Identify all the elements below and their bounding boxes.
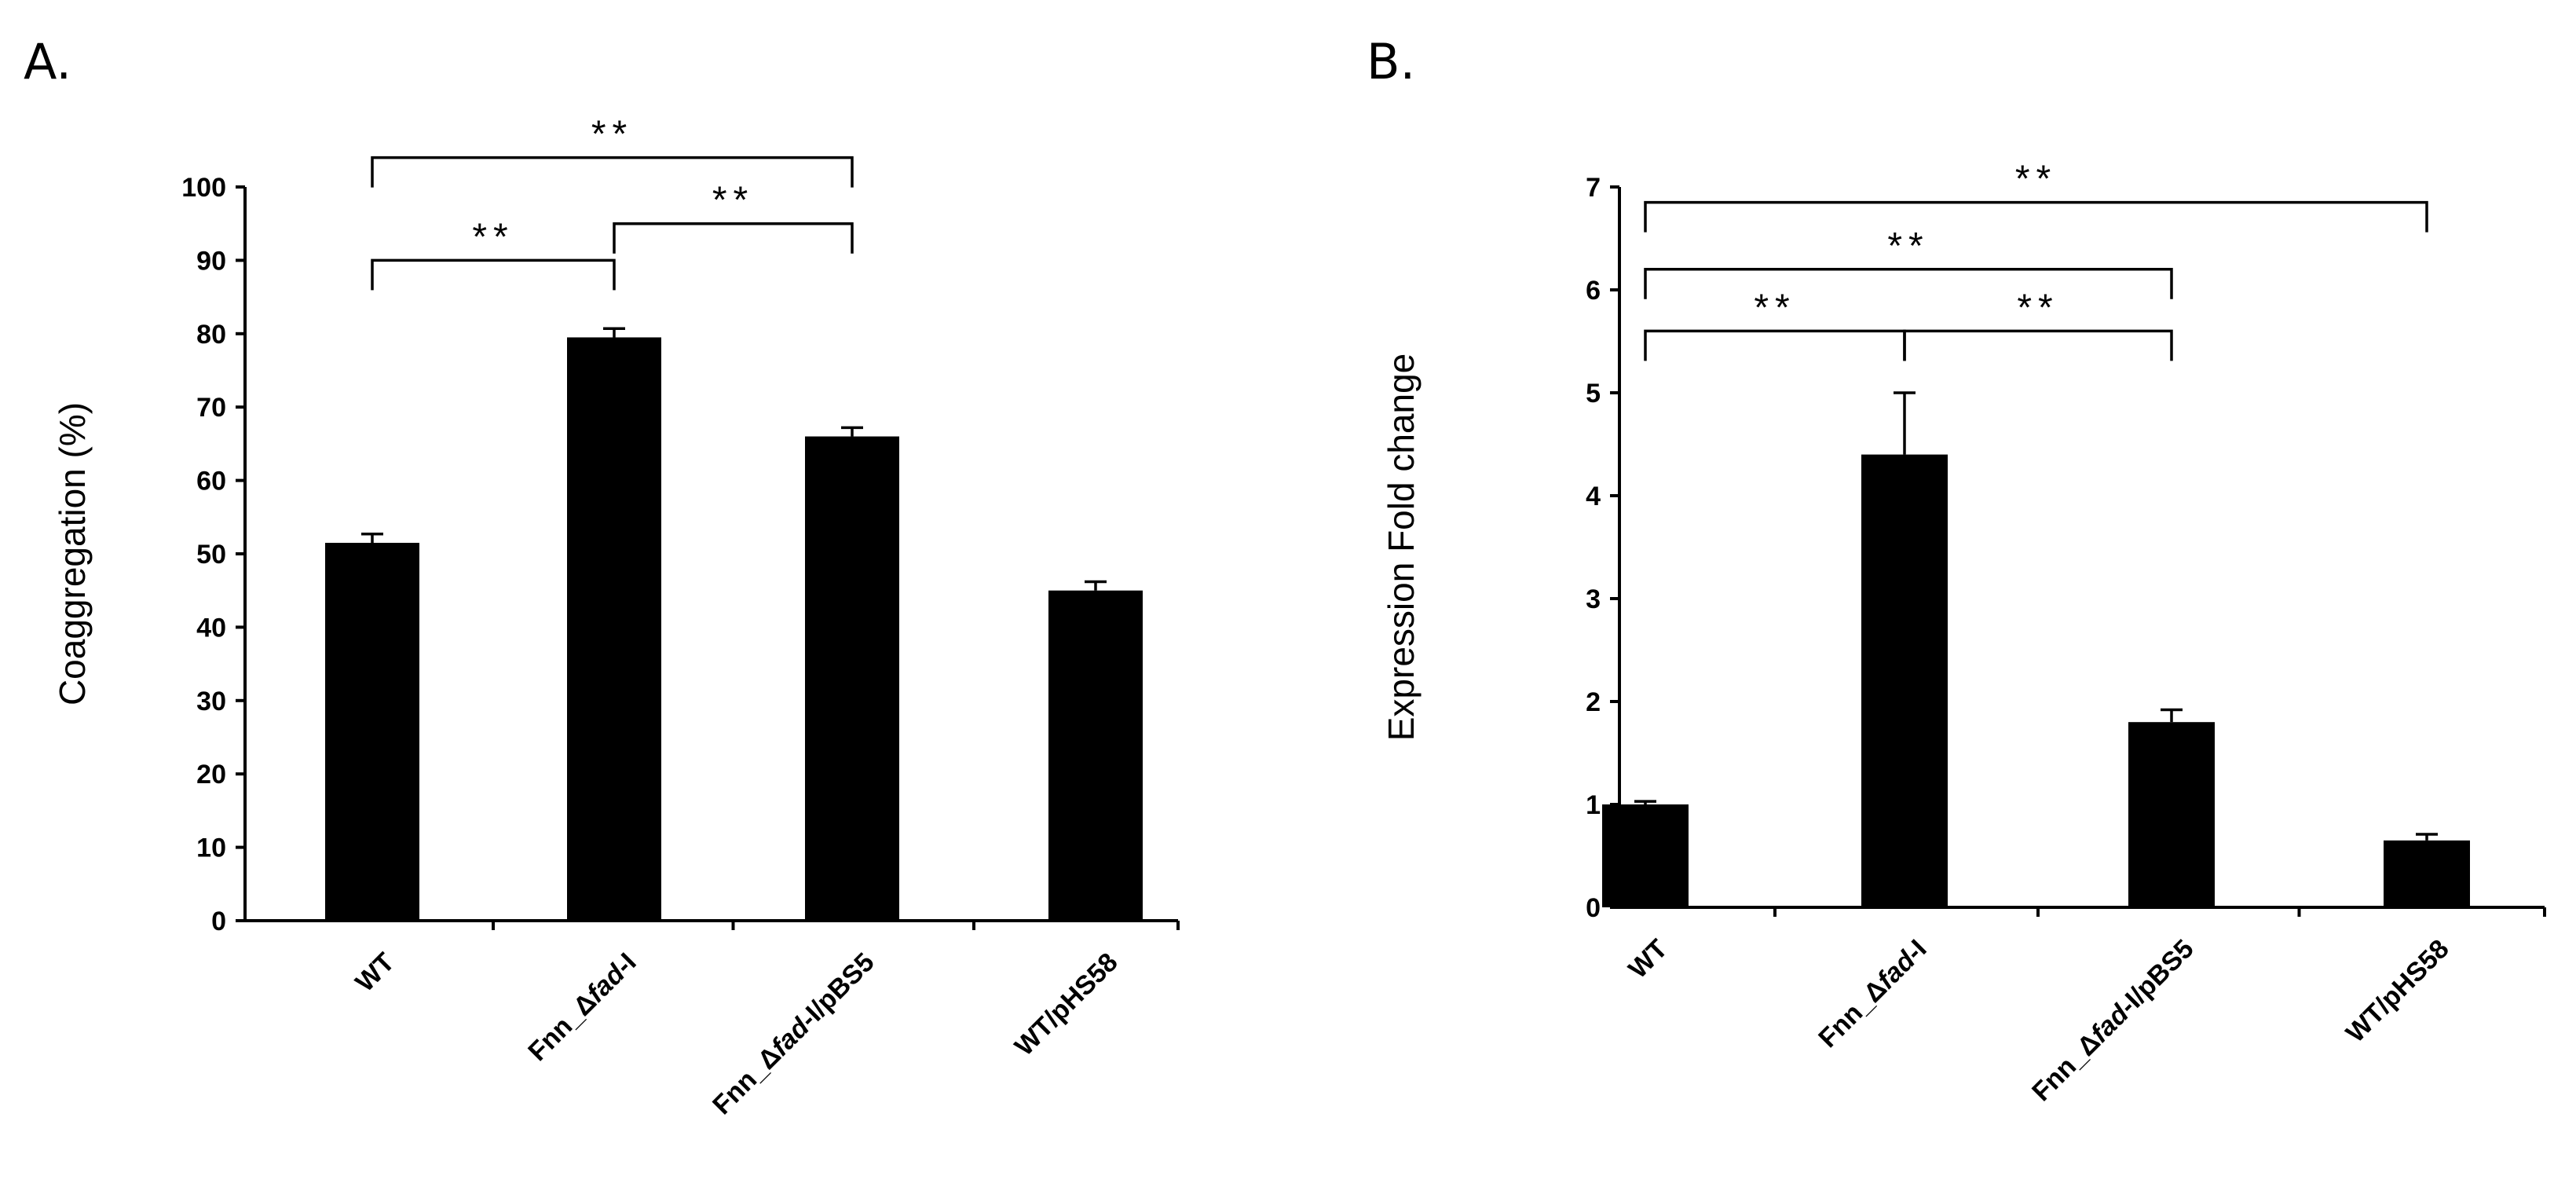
- significance-label: **: [712, 180, 754, 222]
- bar: [805, 436, 899, 921]
- y-axis-label: Coaggregation (%): [52, 402, 93, 705]
- bar: [325, 542, 419, 921]
- category-label: Fnn_Δfad-I: [1813, 934, 1932, 1053]
- bar: [1602, 804, 1689, 907]
- significance-label: **: [2015, 159, 2057, 200]
- y-tick-label: 2: [1586, 687, 1601, 717]
- y-tick-label: 70: [196, 393, 226, 423]
- y-tick-label: 80: [196, 320, 226, 350]
- y-tick-label: 10: [196, 833, 226, 863]
- category-label: WT/pHS58: [2340, 934, 2455, 1049]
- chart-panel-b: B. 0 1 2 3 4 5 6 7 Expression Fold change WT Fnn_Δf…: [1367, 33, 2546, 1107]
- category-label: Fnn_Δfad-I/pBS5: [2026, 934, 2199, 1107]
- bar: [2384, 840, 2470, 907]
- y-tick-label: 6: [1586, 276, 1601, 306]
- significance-bracket: [371, 258, 616, 291]
- category-label: WT: [1623, 934, 1673, 984]
- panel-letter: A.: [24, 33, 71, 90]
- y-tick-label: 30: [196, 687, 226, 716]
- y-tick-label: 0: [211, 907, 226, 936]
- category-label: Fnn_Δfad-I: [522, 947, 642, 1067]
- y-tick-label: 3: [1586, 584, 1601, 614]
- significance-label: **: [1887, 225, 1929, 267]
- significance-bracket: [1644, 268, 2173, 299]
- y-tick-label: 1: [1586, 790, 1601, 820]
- bar: [1048, 590, 1143, 921]
- y-tick-label: 5: [1586, 379, 1601, 408]
- y-tick-label: 4: [1586, 482, 1601, 511]
- significance-bracket: [1644, 329, 1906, 361]
- significance-bracket: [1644, 200, 2428, 233]
- y-tick-label: 0: [1586, 893, 1601, 923]
- y-tick-label: 50: [196, 540, 226, 570]
- category-label: WT: [349, 947, 400, 998]
- significance-bracket: [371, 156, 854, 188]
- category-label: Fnn_Δfad-I/pBS5: [707, 947, 880, 1120]
- category-label: WT/pHS58: [1009, 947, 1124, 1062]
- y-tick-label: 60: [196, 467, 226, 496]
- bar: [2128, 722, 2215, 907]
- significance-label: **: [2017, 287, 2058, 328]
- y-tick-label: 20: [196, 760, 226, 790]
- y-tick-label: 40: [196, 613, 226, 643]
- significance-label: **: [472, 216, 514, 258]
- chart-panel-a: A. 0 10 20 30 40 50 60 70 80 90 100 Coaggregation (%…: [24, 33, 1180, 1120]
- bar: [567, 337, 661, 921]
- significance-label: **: [591, 114, 633, 156]
- y-tick-label: 7: [1586, 173, 1601, 203]
- bar: [1861, 454, 1948, 907]
- y-tick-label: 100: [181, 173, 226, 203]
- y-tick-label: 90: [196, 246, 226, 276]
- significance-label: **: [1754, 287, 1795, 328]
- y-axis-label: Expression Fold change: [1381, 354, 1422, 742]
- significance-bracket: [1903, 329, 2173, 361]
- significance-bracket: [613, 222, 854, 254]
- panel-letter: B.: [1367, 33, 1415, 90]
